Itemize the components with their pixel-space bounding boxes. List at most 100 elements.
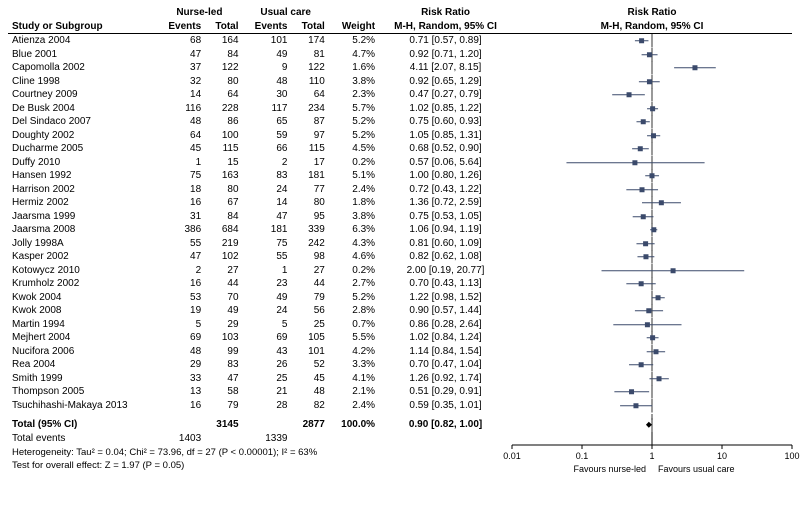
e2: 30 [243, 88, 292, 102]
t1: 15 [205, 156, 242, 170]
weight: 2.1% [329, 385, 379, 399]
svg-text:0.1: 0.1 [576, 451, 589, 461]
weight: 4.6% [329, 250, 379, 264]
table-row: Capomolla 20023712291221.6%4.11 [2.07, 8… [8, 61, 792, 75]
t1: 83 [205, 358, 242, 372]
plot-cell [512, 156, 792, 170]
t2: 105 [291, 331, 328, 345]
forest-table: Nurse-led Usual care Risk Ratio Risk Rat… [8, 6, 792, 479]
t2: 27 [291, 264, 328, 278]
rr-text: 0.59 [0.35, 1.01] [379, 399, 512, 413]
rr-text: 4.11 [2.07, 8.15] [379, 61, 512, 75]
table-row: Atienza 2004681641011745.2%0.71 [0.57, 0… [8, 34, 792, 48]
e1: 29 [156, 358, 205, 372]
plot-cell [512, 115, 792, 129]
table-row: Hansen 199275163831815.1%1.00 [0.80, 1.2… [8, 169, 792, 183]
t1: 122 [205, 61, 242, 75]
footer-row: Heterogeneity: Tau² = 0.04; Chi² = 73.96… [8, 445, 792, 479]
t2: 45 [291, 372, 328, 386]
e2: 66 [243, 142, 292, 156]
e2: 26 [243, 358, 292, 372]
weight: 5.2% [329, 291, 379, 305]
plot-cell [512, 34, 792, 48]
study-name: Ducharme 2005 [8, 142, 156, 156]
rr-text: 1.26 [0.92, 1.74] [379, 372, 512, 386]
rr-text: 1.06 [0.94, 1.19] [379, 223, 512, 237]
table-row: Hermiz 2002166714801.8%1.36 [0.72, 2.59] [8, 196, 792, 210]
study-name: Hermiz 2002 [8, 196, 156, 210]
t1: 100 [205, 129, 242, 143]
t1: 80 [205, 75, 242, 89]
e1: 69 [156, 331, 205, 345]
weight: 3.3% [329, 358, 379, 372]
study-name: Harrison 2002 [8, 183, 156, 197]
weight: 4.2% [329, 345, 379, 359]
table-row: Del Sindaco 2007488665875.2%0.75 [0.60, … [8, 115, 792, 129]
e1: 47 [156, 250, 205, 264]
study-name: Mejhert 2004 [8, 331, 156, 345]
group-header-row: Nurse-led Usual care Risk Ratio Risk Rat… [8, 6, 792, 20]
rr-text: 1.02 [0.85, 1.22] [379, 102, 512, 116]
weight: 2.8% [329, 304, 379, 318]
study-name: Kwok 2004 [8, 291, 156, 305]
e2: 181 [243, 223, 292, 237]
t1: 115 [205, 142, 242, 156]
e1: 5 [156, 318, 205, 332]
plot-cell [512, 372, 792, 386]
table-row: Smith 1999334725454.1%1.26 [0.92, 1.74] [8, 372, 792, 386]
e2: 14 [243, 196, 292, 210]
study-name: Jaarsma 1999 [8, 210, 156, 224]
plot-cell [512, 237, 792, 251]
e1: 64 [156, 129, 205, 143]
plot-cell [512, 129, 792, 143]
t1: 684 [205, 223, 242, 237]
e1: 53 [156, 291, 205, 305]
weight: 1.6% [329, 61, 379, 75]
plot-cell [512, 304, 792, 318]
rr-text: 2.00 [0.19, 20.77] [379, 264, 512, 278]
e1: 16 [156, 399, 205, 413]
t1: 67 [205, 196, 242, 210]
plot-cell [512, 358, 792, 372]
t2: 115 [291, 142, 328, 156]
rr-text: 0.86 [0.28, 2.64] [379, 318, 512, 332]
table-row: Kotowycz 20102271270.2%2.00 [0.19, 20.77… [8, 264, 792, 278]
t2: 17 [291, 156, 328, 170]
plot-cell [512, 142, 792, 156]
t2: 98 [291, 250, 328, 264]
e1: 45 [156, 142, 205, 156]
table-row: Kasper 20024710255984.6%0.82 [0.62, 1.08… [8, 250, 792, 264]
study-name: Smith 1999 [8, 372, 156, 386]
study-name: De Busk 2004 [8, 102, 156, 116]
e2: 47 [243, 210, 292, 224]
rr-text: 0.92 [0.65, 1.29] [379, 75, 512, 89]
t1: 219 [205, 237, 242, 251]
e2: 59 [243, 129, 292, 143]
weight: 4.3% [329, 237, 379, 251]
hdr-e2: Events [243, 20, 292, 34]
rr-text: 0.81 [0.60, 1.09] [379, 237, 512, 251]
t2: 122 [291, 61, 328, 75]
rr-text: 0.71 [0.57, 0.89] [379, 34, 512, 48]
e1: 48 [156, 345, 205, 359]
plot-cell [512, 399, 792, 413]
plot-cell [512, 264, 792, 278]
weight: 5.2% [329, 115, 379, 129]
e2: 21 [243, 385, 292, 399]
table-row: Martin 19945295250.7%0.86 [0.28, 2.64] [8, 318, 792, 332]
rr-text: 0.47 [0.27, 0.79] [379, 88, 512, 102]
e1: 14 [156, 88, 205, 102]
e1: 31 [156, 210, 205, 224]
plot-cell [512, 210, 792, 224]
plot-cell [512, 291, 792, 305]
t2: 101 [291, 345, 328, 359]
rr-text: 0.82 [0.62, 1.08] [379, 250, 512, 264]
e2: 23 [243, 277, 292, 291]
t1: 79 [205, 399, 242, 413]
t2: 56 [291, 304, 328, 318]
t1: 47 [205, 372, 242, 386]
total-label: Total (95% CI) [8, 418, 156, 432]
plot-cell [512, 223, 792, 237]
e1: 75 [156, 169, 205, 183]
weight: 0.2% [329, 264, 379, 278]
